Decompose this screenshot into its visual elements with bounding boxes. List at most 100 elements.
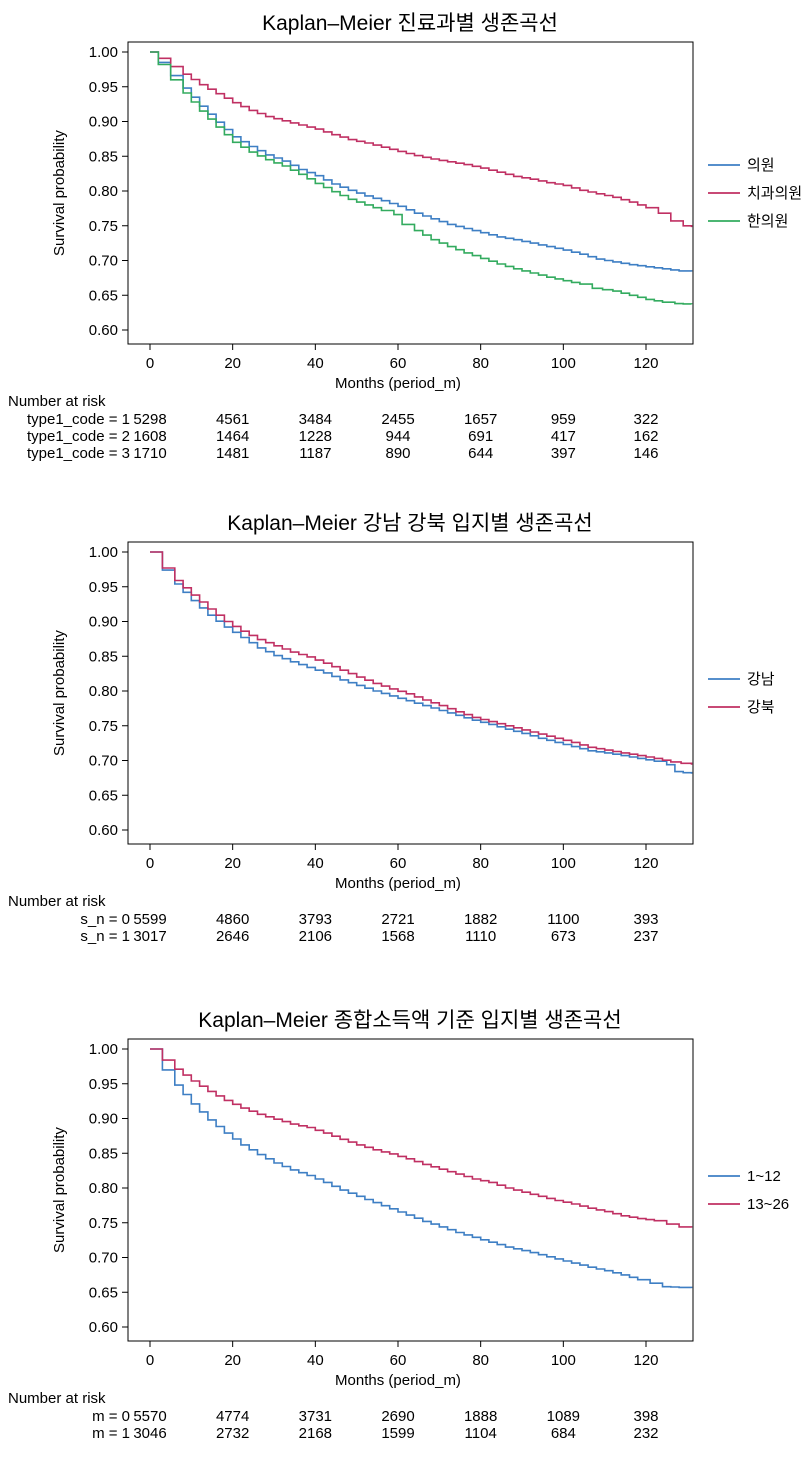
y-tick-label: 1.00 <box>89 1041 118 1058</box>
y-tick-label: 0.75 <box>89 718 118 735</box>
risk-value: 1187 <box>299 445 331 462</box>
plot-border <box>127 41 694 345</box>
risk-row-label-0: type1_code = 1 <box>27 411 130 428</box>
chart-title: Kaplan–Meier 강남 강북 입지별 생존곡선 <box>227 512 592 535</box>
y-tick-label: 0.65 <box>89 1284 118 1301</box>
legend-label-1: 치과의원 <box>747 185 802 202</box>
risk-value: 3793 <box>299 911 332 928</box>
risk-value: 2455 <box>381 411 414 428</box>
km-chart-income: Kaplan–Meier 종합소득액 기준 입지별 생존곡선 0.60 0.65 0.… <box>0 999 804 1452</box>
risk-value: 1228 <box>299 428 332 445</box>
risk-row-label-2: type1_code = 3 <box>27 445 130 462</box>
risk-table-header: Number at risk <box>8 1390 106 1407</box>
y-tick-label: 0.60 <box>89 1319 118 1336</box>
risk-value: 417 <box>551 428 576 445</box>
x-tick-label: 40 <box>307 355 324 372</box>
risk-value: 4860 <box>216 911 249 928</box>
risk-value: 959 <box>551 411 576 428</box>
x-tick-label: 60 <box>390 1352 407 1369</box>
x-tick-label: 100 <box>551 1352 576 1369</box>
report-page: Kaplan–Meier 진료과별 생존곡선 0.60 0.65 0.70 0.75 0.… <box>0 12 804 1452</box>
x-tick-label: 40 <box>307 1352 324 1369</box>
risk-value: 322 <box>633 411 658 428</box>
risk-value: 890 <box>385 445 410 462</box>
y-tick-label: 0.60 <box>89 322 118 339</box>
y-axis: 0.60 0.65 0.70 0.75 0.80 0.85 0.90 0.95 1.00 <box>89 1041 128 1336</box>
risk-value: 2732 <box>216 1425 249 1442</box>
x-axis-label: Months (period_m) <box>335 1372 461 1389</box>
y-tick-label: 0.90 <box>89 114 118 131</box>
risk-value: 4561 <box>216 411 249 428</box>
risk-row-label-1: type1_code = 2 <box>27 428 130 445</box>
y-tick-label: 0.70 <box>89 753 118 770</box>
risk-value: 146 <box>633 445 658 462</box>
x-tick-label: 20 <box>224 355 241 372</box>
y-axis: 0.60 0.65 0.70 0.75 0.80 0.85 0.90 0.95 1.00 <box>89 44 128 339</box>
x-axis-label: Months (period_m) <box>335 375 461 392</box>
risk-value: 2106 <box>299 928 332 945</box>
y-tick-label: 0.65 <box>89 287 118 304</box>
risk-value: 1608 <box>133 428 166 445</box>
risk-value: 393 <box>633 911 658 928</box>
x-tick-label: 100 <box>551 855 576 872</box>
risk-table-header: Number at risk <box>8 893 106 910</box>
survival-curve-1 <box>150 1048 693 1228</box>
risk-value: 3017 <box>133 928 166 945</box>
legend-label-0: 강남 <box>747 671 775 688</box>
y-tick-label: 0.85 <box>89 1145 118 1162</box>
km-chart-department-svg: Kaplan–Meier 진료과별 생존곡선0.600.650.700.750.… <box>8 12 802 462</box>
x-tick-label: 0 <box>146 355 154 372</box>
risk-row-label-0: m = 0 <box>92 1408 130 1425</box>
plot-border <box>127 1038 694 1342</box>
km-chart-gangnam-gangbuk-svg: Kaplan–Meier 강남 강북 입지별 생존곡선0.600.650.700… <box>8 512 775 945</box>
y-tick-label: 0.90 <box>89 1111 118 1128</box>
x-tick-label: 120 <box>633 1352 658 1369</box>
legend-label-0: 의원 <box>747 157 775 174</box>
y-tick-label: 0.80 <box>89 683 118 700</box>
legend-label-1: 강북 <box>747 699 775 716</box>
risk-value: 162 <box>633 428 658 445</box>
x-tick-label: 80 <box>472 855 489 872</box>
risk-value: 1104 <box>465 1425 497 1442</box>
y-axis-label: Survival probability <box>51 1127 68 1253</box>
risk-value: 1100 <box>547 911 579 928</box>
y-tick-label: 0.80 <box>89 1180 118 1197</box>
risk-value: 684 <box>551 1425 576 1442</box>
risk-value: 237 <box>633 928 658 945</box>
plot-border <box>127 541 694 845</box>
x-tick-label: 80 <box>472 1352 489 1369</box>
survival-curve-0 <box>150 551 693 774</box>
x-axis-label: Months (period_m) <box>335 875 461 892</box>
x-axis: 0 20 40 60 80 100 120 <box>146 344 659 372</box>
chart-title: Kaplan–Meier 종합소득액 기준 입지별 생존곡선 <box>198 1009 621 1032</box>
legend-label-2: 한의원 <box>747 213 788 230</box>
risk-value: 691 <box>468 428 493 445</box>
risk-value: 3046 <box>133 1425 166 1442</box>
risk-value: 673 <box>551 928 576 945</box>
y-tick-label: 0.75 <box>89 1215 118 1232</box>
x-tick-label: 40 <box>307 855 324 872</box>
risk-value: 398 <box>633 1408 658 1425</box>
risk-row-label-1: m = 1 <box>92 1425 130 1442</box>
x-tick-label: 120 <box>633 355 658 372</box>
survival-curve-2 <box>150 51 693 305</box>
risk-value: 1657 <box>464 411 497 428</box>
x-tick-label: 0 <box>146 855 154 872</box>
risk-value: 1710 <box>133 445 166 462</box>
x-tick-label: 80 <box>472 355 489 372</box>
risk-row-label-0: s_n = 0 <box>80 911 130 928</box>
x-tick-label: 60 <box>390 355 407 372</box>
risk-value: 1568 <box>381 928 414 945</box>
risk-value: 1481 <box>216 445 249 462</box>
y-axis-label: Survival probability <box>51 130 68 256</box>
legend: 1~12 13~26 <box>708 1168 789 1213</box>
x-tick-label: 0 <box>146 1352 154 1369</box>
x-axis: 0 20 40 60 80 100 120 <box>146 1341 659 1369</box>
risk-value: 2721 <box>381 911 414 928</box>
risk-value: 397 <box>551 445 576 462</box>
survival-curve-1 <box>150 51 693 228</box>
